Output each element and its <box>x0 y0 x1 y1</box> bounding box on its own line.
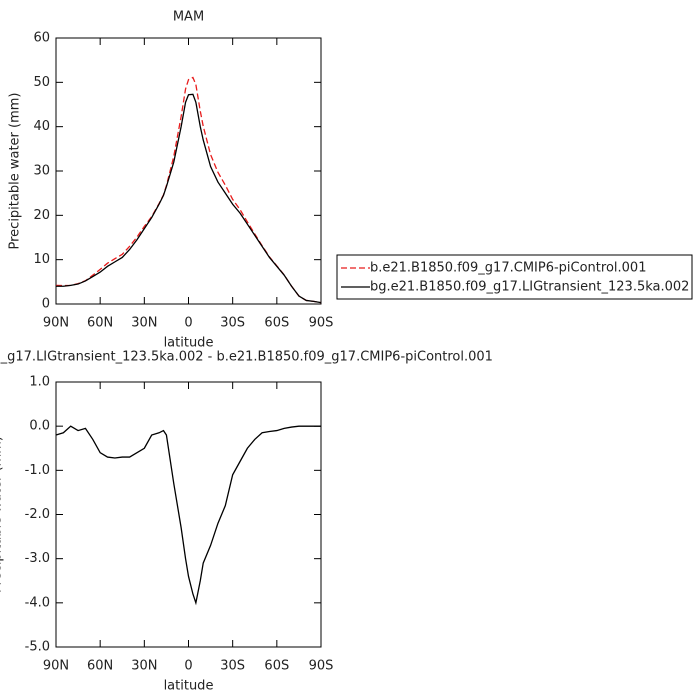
x-tick-label: 60N <box>87 659 113 674</box>
x-tick-label: 60S <box>264 316 289 331</box>
x-axis-label: latitude <box>164 336 214 351</box>
x-tick-label: 30N <box>131 659 157 674</box>
legend-box <box>336 254 693 300</box>
y-tick-label: -4.0 <box>25 595 50 610</box>
y-tick-label: -1.0 <box>25 463 50 478</box>
y-tick-label: 60 <box>33 31 50 46</box>
data-line <box>55 76 322 304</box>
y-tick-label: 0.0 <box>29 419 50 434</box>
y-tick-label: 40 <box>33 119 50 134</box>
x-tick-label: 90S <box>309 316 334 331</box>
x-tick-label: 0 <box>184 659 192 674</box>
x-tick-label: 60S <box>264 659 289 674</box>
x-tick-label: 90N <box>43 316 69 331</box>
x-tick-label: 90N <box>43 659 69 674</box>
y-tick-label: 10 <box>33 252 50 267</box>
x-tick-label: 90S <box>309 659 334 674</box>
legend-label: b.e21.B1850.f09_g17.CMIP6-piControl.001 <box>370 261 646 276</box>
y-tick-label: -3.0 <box>25 551 50 566</box>
y-axis-label: Precipitable water (mm) <box>0 436 5 593</box>
x-tick-label: 60N <box>87 316 113 331</box>
y-tick-label: 30 <box>33 164 50 179</box>
x-tick-label: 0 <box>184 316 192 331</box>
plot-frame <box>55 37 322 305</box>
x-tick-label: 30N <box>131 316 157 331</box>
legend-label: bg.e21.B1850.f09_g17.LIGtransient_123.5k… <box>370 280 689 295</box>
data-line <box>56 93 322 304</box>
y-axis-label: Precipitable water (mm) <box>8 93 23 250</box>
x-tick-label: 30S <box>220 316 245 331</box>
chart-title: MAM <box>173 10 204 25</box>
plot-frame <box>55 381 322 648</box>
y-tick-label: 20 <box>33 208 50 223</box>
x-tick-label: 30S <box>220 659 245 674</box>
x-axis-label: latitude <box>164 679 214 694</box>
chart-title: bg.e21.B1850.f09_g17.LIGtransient_123.5k… <box>0 350 493 365</box>
y-tick-label: 0 <box>42 297 50 312</box>
y-tick-label: 50 <box>33 75 50 90</box>
y-tick-label: -2.0 <box>25 507 50 522</box>
legend: b.e21.B1850.f09_g17.CMIP6-piControl.001b… <box>336 254 693 300</box>
y-tick-label: -5.0 <box>25 640 50 655</box>
y-tick-label: 1.0 <box>29 375 50 390</box>
data-line <box>55 425 321 606</box>
